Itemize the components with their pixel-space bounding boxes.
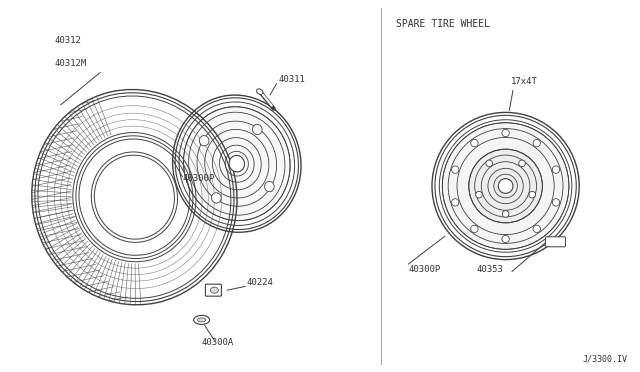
- Ellipse shape: [552, 166, 559, 173]
- Ellipse shape: [198, 318, 205, 322]
- Text: 40353: 40353: [477, 264, 504, 273]
- Ellipse shape: [502, 235, 509, 243]
- Ellipse shape: [533, 140, 540, 147]
- Ellipse shape: [533, 225, 540, 232]
- Ellipse shape: [442, 123, 569, 249]
- Text: 40224: 40224: [246, 278, 273, 287]
- Ellipse shape: [468, 149, 543, 223]
- Text: J/3300.IV: J/3300.IV: [583, 355, 628, 364]
- Ellipse shape: [519, 160, 525, 167]
- Ellipse shape: [502, 129, 509, 137]
- Ellipse shape: [211, 193, 221, 203]
- Ellipse shape: [529, 191, 536, 198]
- Text: 40312M: 40312M: [54, 59, 86, 68]
- Ellipse shape: [486, 160, 492, 167]
- Text: 40312: 40312: [54, 36, 81, 45]
- Ellipse shape: [184, 107, 290, 221]
- FancyBboxPatch shape: [545, 237, 565, 247]
- Ellipse shape: [552, 199, 559, 206]
- Ellipse shape: [193, 315, 210, 324]
- Text: 40300P: 40300P: [182, 174, 214, 183]
- Text: 40311: 40311: [278, 76, 305, 84]
- Ellipse shape: [452, 166, 459, 173]
- Ellipse shape: [199, 136, 209, 146]
- Text: 40300P: 40300P: [408, 264, 440, 273]
- Ellipse shape: [499, 179, 513, 193]
- Ellipse shape: [257, 89, 263, 94]
- Text: 40300A: 40300A: [202, 338, 234, 347]
- Text: 17x4T: 17x4T: [511, 77, 538, 86]
- Ellipse shape: [476, 191, 483, 198]
- FancyBboxPatch shape: [205, 284, 221, 296]
- Ellipse shape: [264, 182, 275, 192]
- Ellipse shape: [471, 225, 478, 232]
- Ellipse shape: [502, 211, 509, 217]
- Ellipse shape: [229, 155, 244, 172]
- Text: SPARE TIRE WHEEL: SPARE TIRE WHEEL: [396, 19, 490, 29]
- Ellipse shape: [471, 140, 478, 147]
- Ellipse shape: [252, 124, 262, 135]
- Ellipse shape: [452, 199, 459, 206]
- Ellipse shape: [211, 287, 218, 293]
